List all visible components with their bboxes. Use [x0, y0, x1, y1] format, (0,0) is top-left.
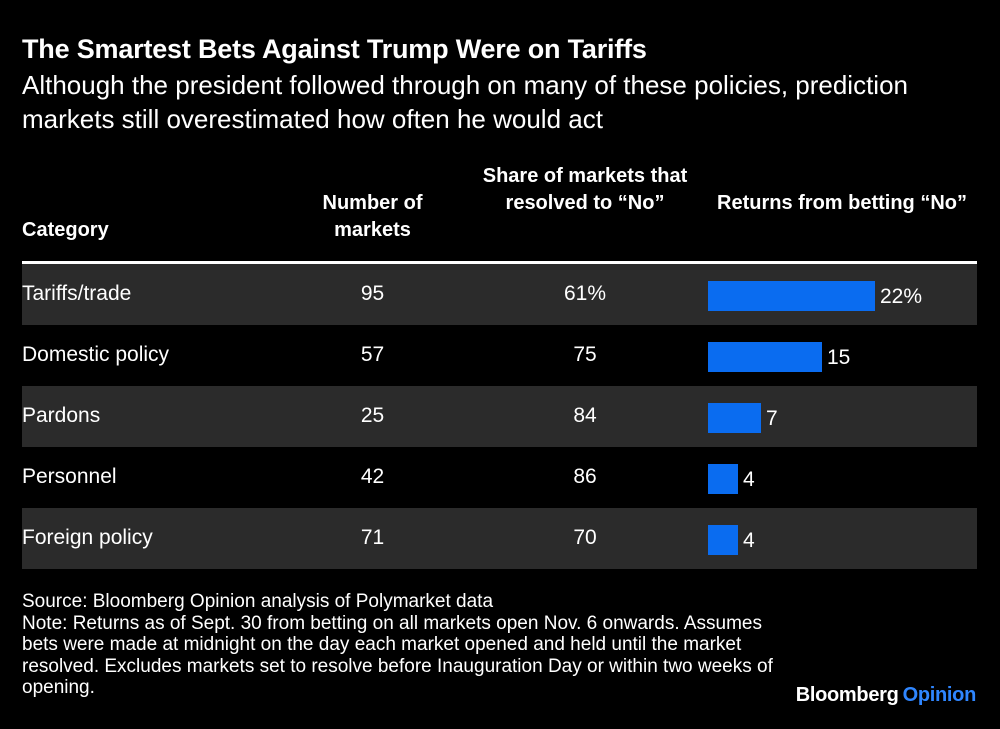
returns-bar	[708, 342, 822, 372]
returns-bar-label: 7	[766, 407, 778, 430]
chart-subtitle: Although the president followed through …	[22, 70, 909, 134]
chart-footer: Source: Bloomberg Opinion analysis of Po…	[22, 591, 792, 699]
row-number: 95	[360, 282, 385, 305]
row-category: Tariffs/trade	[22, 282, 132, 305]
column-header-returns: Returns from betting “No”	[717, 192, 967, 214]
row-number: 57	[360, 343, 385, 366]
row-category: Foreign policy	[22, 526, 153, 549]
returns-bar-label: 4	[743, 529, 755, 552]
table-row: Foreign policy 71 70 4	[22, 508, 977, 569]
row-share: 86	[573, 465, 597, 488]
brand-accent: Opinion	[902, 684, 977, 706]
table-row: Domestic policy 57 75 15	[22, 325, 977, 386]
brand-name: Bloomberg	[795, 684, 899, 706]
header-rule	[22, 261, 977, 264]
row-category: Personnel	[22, 465, 117, 488]
row-number: 42	[360, 465, 385, 488]
returns-bar-label: 22%	[880, 285, 923, 308]
table-row: Personnel 42 86 4	[22, 447, 977, 508]
returns-bar-label: 15	[827, 346, 851, 369]
methodology-note: Note: Returns as of Sept. 30 from bettin…	[22, 612, 773, 699]
column-header-category: Category	[22, 219, 109, 241]
table-body: Tariffs/trade 95 61% 22% Domestic policy…	[22, 264, 977, 569]
returns-bar-label: 4	[743, 468, 755, 491]
table-row: Pardons 25 84 7	[22, 386, 977, 447]
column-header-share: Share of markets that resolved to “No”	[482, 165, 688, 214]
row-number: 71	[360, 526, 385, 549]
source-note: Source: Bloomberg Opinion analysis of Po…	[22, 591, 494, 612]
row-share: 75	[573, 343, 597, 366]
returns-bar	[708, 403, 761, 433]
returns-bar	[708, 525, 738, 555]
brand-logo: Bloomberg Opinion	[795, 684, 977, 707]
row-number: 25	[360, 404, 385, 427]
chart-title: The Smartest Bets Against Trump Were on …	[22, 34, 647, 64]
row-category: Pardons	[22, 404, 101, 427]
table-row: Tariffs/trade 95 61% 22%	[22, 264, 977, 325]
row-share: 70	[573, 526, 597, 549]
returns-bar	[708, 281, 875, 311]
row-share: 84	[573, 404, 597, 427]
column-header-number: Number of markets	[322, 192, 423, 241]
returns-bar	[708, 464, 738, 494]
row-category: Domestic policy	[22, 343, 170, 366]
row-share: 61%	[563, 282, 607, 305]
